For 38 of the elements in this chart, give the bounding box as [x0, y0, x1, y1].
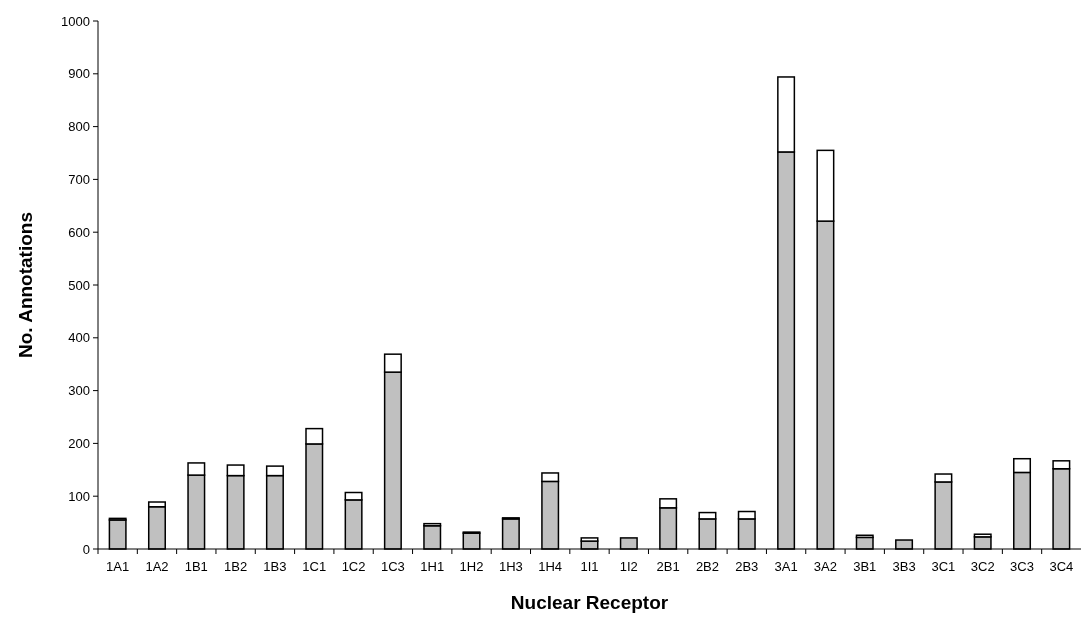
- x-tick-label: 3C3: [1010, 559, 1034, 574]
- y-tick-label: 300: [68, 383, 90, 399]
- y-tick-label: 200: [68, 435, 90, 451]
- y-tick-label: 600: [68, 224, 90, 240]
- x-tick-label: 3C4: [1049, 559, 1074, 574]
- x-tick-label: 1H4: [538, 559, 563, 574]
- y-tick-label: 400: [68, 330, 90, 346]
- x-tick-label: 1B2: [224, 559, 248, 574]
- x-tick-label: 1A2: [145, 559, 169, 574]
- y-tick-label: 100: [68, 488, 90, 504]
- x-tick-label: 2B1: [656, 559, 680, 574]
- x-tick-label: 1B1: [184, 559, 208, 574]
- x-tick-label: 1H2: [459, 559, 484, 574]
- x-tick-label: 3B3: [892, 559, 916, 574]
- x-axis-title: Nuclear Receptor: [510, 592, 669, 613]
- y-tick-label: 800: [68, 119, 90, 135]
- y-tick-label: 0: [82, 541, 90, 557]
- x-tick-label: 3A1: [774, 559, 798, 574]
- x-tick-label: 1A1: [106, 559, 130, 574]
- x-tick-label: 1H3: [498, 559, 523, 574]
- x-tick-label: 1I2: [619, 559, 638, 574]
- y-axis-title: No. Annotations: [15, 212, 36, 358]
- x-tick-label: 3C2: [970, 559, 995, 574]
- x-tick-label: 3B1: [853, 559, 877, 574]
- x-tick-label: 1I1: [580, 559, 599, 574]
- x-tick-label: 2B2: [695, 559, 720, 574]
- x-tick-label: 3A2: [813, 559, 837, 574]
- x-tick-label: 3C1: [931, 559, 956, 574]
- y-tick-label: 900: [68, 66, 90, 82]
- y-tick-label: 1000: [61, 13, 90, 29]
- x-tick-label: 2B3: [735, 559, 759, 574]
- x-tick-label: 1C1: [302, 559, 327, 574]
- y-tick-label: 700: [68, 171, 90, 187]
- x-tick-label: 1C2: [341, 559, 366, 574]
- x-tick-label: 1H1: [420, 559, 445, 574]
- x-tick-label: 1B3: [263, 559, 287, 574]
- x-tick-label: 1C3: [380, 559, 405, 574]
- y-tick-label: 500: [68, 277, 90, 293]
